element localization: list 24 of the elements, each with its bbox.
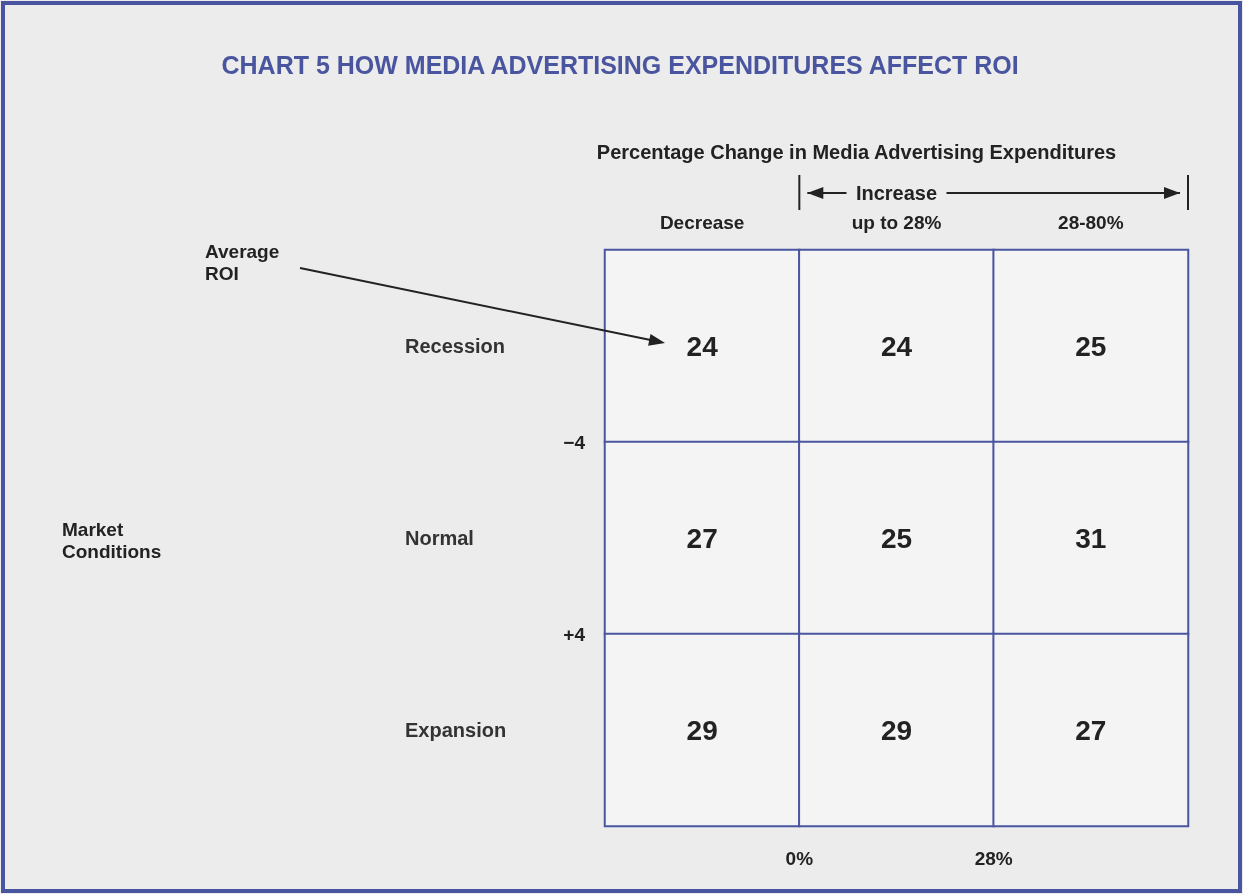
- y-tick-label: Expansion: [405, 719, 507, 741]
- text: Increase: [855, 182, 938, 204]
- data-label: 25: [880, 522, 913, 554]
- x-tick-label: Decrease: [659, 212, 745, 233]
- text: −4: [563, 431, 586, 453]
- x-axis-title: Percentage Change in Media Advertising Expenditures: [596, 141, 1117, 163]
- text: Market Conditions: [62, 518, 162, 562]
- x-tick-label: 28-80%: [1058, 212, 1124, 233]
- data-label: 24: [686, 330, 719, 362]
- data-label: 29: [880, 714, 913, 746]
- text: Average ROI: [205, 240, 285, 284]
- text: +4: [563, 623, 586, 645]
- x-tick-label: up to 28%: [851, 212, 942, 233]
- text: 28%: [974, 847, 1013, 869]
- data-label: 29: [686, 714, 718, 746]
- data-label: 27: [686, 522, 718, 554]
- data-label: 31: [1075, 522, 1107, 554]
- data-label: 27: [1075, 714, 1107, 746]
- data-label: 25: [1075, 330, 1107, 362]
- text: 0%: [785, 847, 814, 869]
- data-label: 24: [880, 330, 913, 362]
- chart-title: CHART 5 HOW MEDIA ADVERTISING EXPENDITURES AFFECT ROI: [221, 50, 1019, 79]
- y-tick-label: Recession: [405, 335, 506, 357]
- y-tick-label: Normal: [405, 527, 474, 549]
